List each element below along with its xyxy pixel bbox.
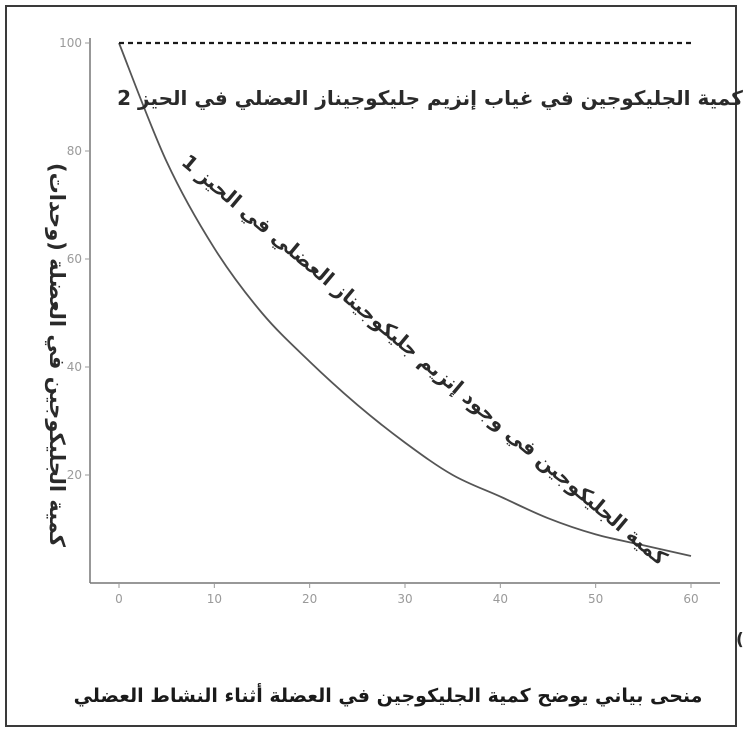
curve-2-annotation: كمية الجليكوجين في غياب إنزيم جليكوجيناز… xyxy=(117,86,743,111)
figure-caption: منحى بياني يوضح كمية الجليكوجين في العضل… xyxy=(74,683,703,707)
axis-ticks: 0 10 20 30 40 50 60 20 40 60 80 100 xyxy=(59,36,699,606)
x-tick-label: 60 xyxy=(683,592,698,606)
y-tick-label: 40 xyxy=(67,360,82,374)
y-tick-label: 80 xyxy=(67,144,82,158)
series-layer xyxy=(118,41,692,557)
y-tick-label: 60 xyxy=(67,252,82,266)
y-tick-label: 100 xyxy=(59,36,82,50)
y-axis-label: كمية الجليكوجين في العضلة (وحدات) xyxy=(45,163,69,548)
x-tick-label: 10 xyxy=(207,592,222,606)
x-tick-label: 50 xyxy=(588,592,603,606)
x-tick-label: 30 xyxy=(397,592,412,606)
curve-1-annotation: كمية الجليكوجين في وجود إنزيم جليكوجيناز… xyxy=(176,149,672,571)
figure-frame xyxy=(5,5,737,727)
y-tick-label: 20 xyxy=(67,468,82,482)
series-line-1 xyxy=(118,42,692,557)
x-axis-label: الزمن (دقيقة) xyxy=(736,630,744,650)
x-tick-label: 40 xyxy=(493,592,508,606)
x-tick-label: 20 xyxy=(302,592,317,606)
x-tick-label: 0 xyxy=(115,592,123,606)
